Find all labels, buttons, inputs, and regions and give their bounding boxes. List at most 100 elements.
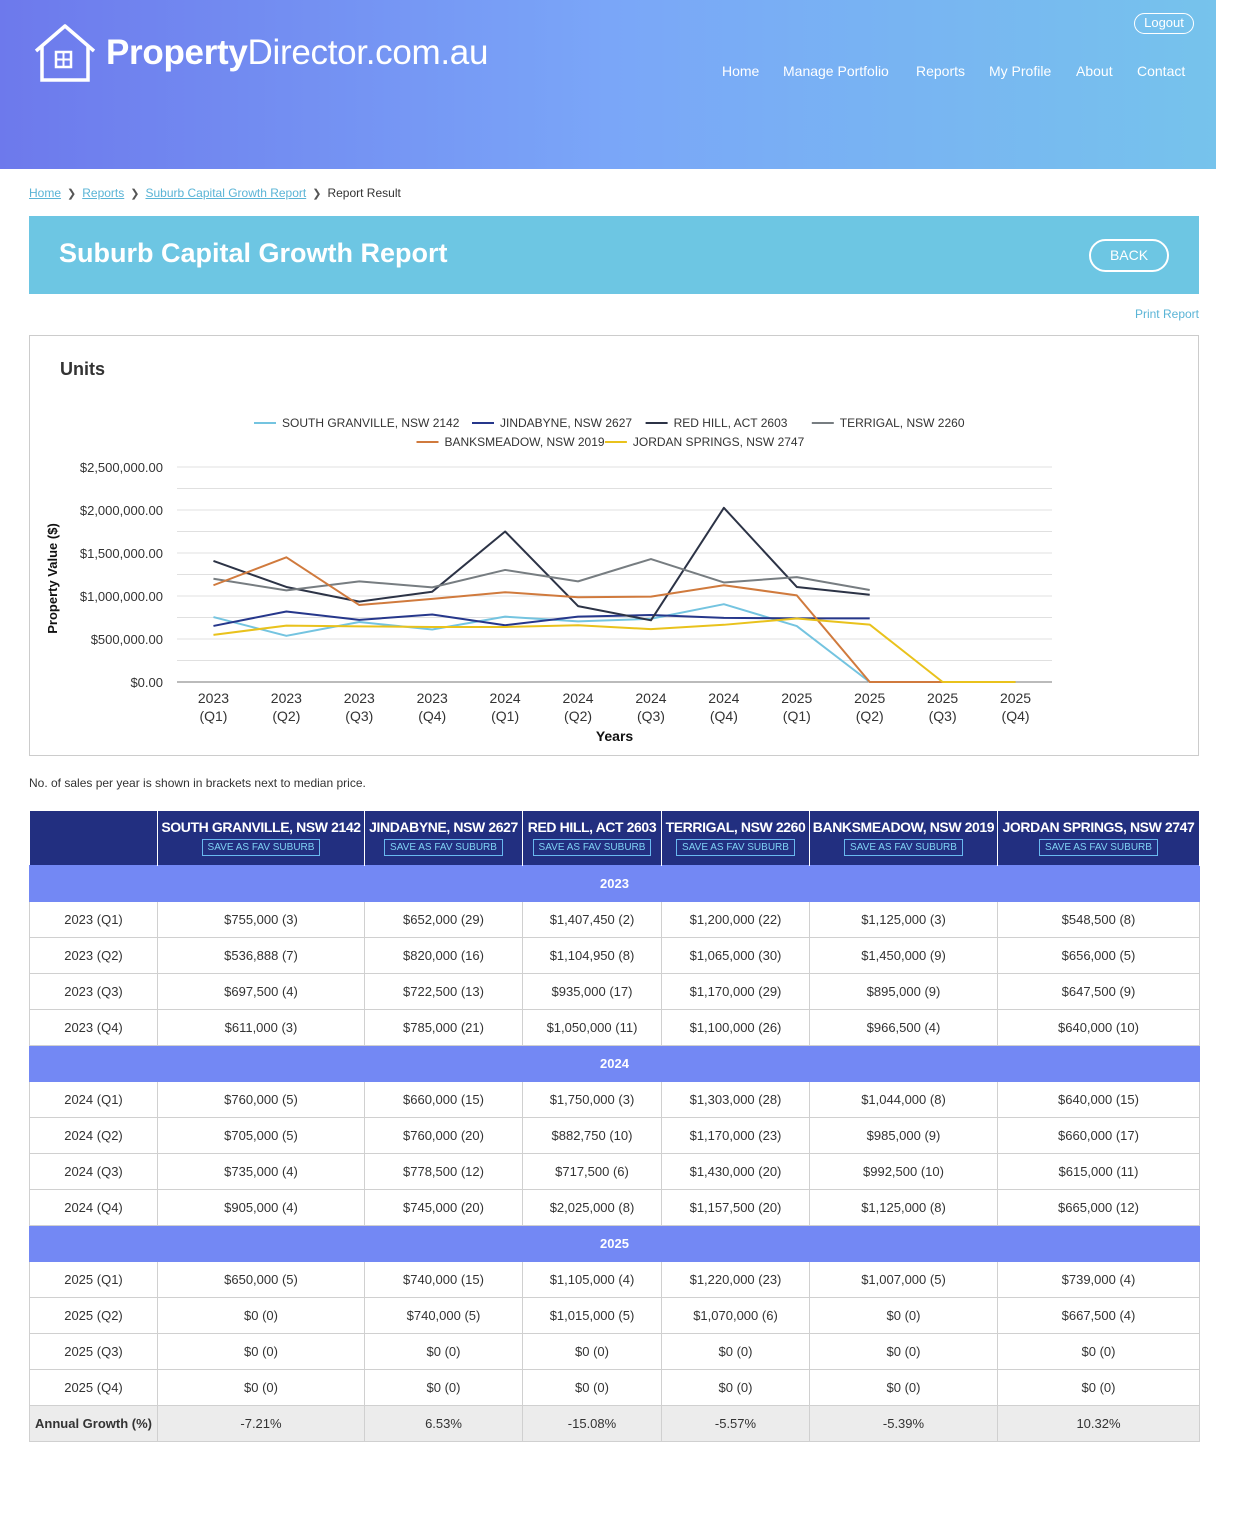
median-price-cell: $1,125,000 (3) — [809, 900, 998, 938]
column-header: JORDAN SPRINGS, NSW 2747 SAVE AS FAV SUBU… — [997, 811, 1200, 865]
median-price-cell: $647,500 (9) — [997, 972, 1200, 1010]
median-price-cell: $1,170,000 (23) — [661, 1116, 810, 1154]
back-button[interactable]: BACK — [1089, 239, 1169, 272]
house-logo-icon — [34, 24, 96, 82]
quarter-label: 2023 (Q4) — [29, 1008, 158, 1046]
table-row: 2025 (Q3) $0 (0) $0 (0) $0 (0) $0 (0) $0 (0) $… — [29, 1332, 1200, 1370]
column-header: BANKSMEADOW, NSW 2019 SAVE AS FAV SUBURB — [809, 811, 998, 865]
y-axis-title: Property Value ($) — [45, 523, 60, 634]
table-row: 2025 (Q1) $650,000 (5) $740,000 (15) $1,105… — [29, 1260, 1200, 1298]
median-price-cell: $705,000 (5) — [157, 1116, 365, 1154]
save-fav-suburb-button[interactable]: SAVE AS FAV SUBURB — [201, 839, 321, 857]
suburb-name: SOUTH GRANVILLE, NSW 2142 — [161, 819, 361, 836]
breadcrumb-reports[interactable]: Reports — [82, 186, 125, 200]
legend-item: SOUTH GRANVILLE, NSW 2142 — [282, 416, 460, 430]
median-price-cell: $882,750 (10) — [522, 1116, 662, 1154]
median-price-cell: $0 (0) — [364, 1332, 523, 1370]
nav-about[interactable]: About — [1076, 63, 1113, 79]
logout-button[interactable]: Logout — [1134, 13, 1194, 34]
chart-title: Units — [60, 359, 105, 379]
annual-growth-cell: -15.08% — [522, 1404, 662, 1442]
median-price-cell: $640,000 (15) — [997, 1080, 1200, 1118]
x-tick-label: (Q4) — [710, 708, 738, 724]
page-title: Suburb Capital Growth Report — [59, 238, 448, 268]
median-price-cell: $739,000 (4) — [997, 1260, 1200, 1298]
column-header: RED HILL, ACT 2603 SAVE AS FAV SUBURB — [522, 811, 662, 865]
chevron-right-icon: ❯ — [130, 187, 140, 200]
nav-manage-portfolio[interactable]: Manage Portfolio — [783, 63, 889, 79]
median-price-cell: $966,500 (4) — [809, 1008, 998, 1046]
annual-growth-cell: -5.39% — [809, 1404, 998, 1442]
median-price-cell: $667,500 (4) — [997, 1296, 1200, 1334]
median-price-cell: $992,500 (10) — [809, 1152, 998, 1190]
x-tick-label: (Q3) — [637, 708, 665, 724]
suburb-name: TERRIGAL, NSW 2260 — [665, 819, 806, 836]
nav-home[interactable]: Home — [722, 63, 760, 79]
median-price-cell: $1,200,000 (22) — [661, 900, 810, 938]
quarter-label: 2024 (Q4) — [29, 1188, 158, 1226]
median-price-cell: $1,170,000 (29) — [661, 972, 810, 1010]
x-tick-label: 2024 — [562, 690, 593, 706]
median-price-cell: $820,000 (16) — [364, 936, 523, 974]
save-fav-suburb-button[interactable]: SAVE AS FAV SUBURB — [844, 839, 963, 857]
x-tick-label: (Q3) — [345, 708, 373, 724]
legend-item: RED HILL, ACT 2603 — [674, 416, 788, 430]
table-row: 2023 (Q1) $755,000 (3) $652,000 (29) $1,407… — [29, 900, 1200, 938]
table-row: 2024 (Q4) $905,000 (4) $745,000 (20) $2,025… — [29, 1188, 1200, 1226]
legend-item: BANKSMEADOW, NSW 2019 — [445, 435, 605, 449]
median-price-cell: $660,000 (17) — [997, 1116, 1200, 1154]
breadcrumb-report[interactable]: Suburb Capital Growth Report — [145, 186, 307, 200]
table-row: 2023 (Q4) $611,000 (3) $785,000 (21) $1,050… — [29, 1008, 1200, 1046]
table-row: 2023 (Q2) $536,888 (7) $820,000 (16) $1,104… — [29, 936, 1200, 974]
median-price-cell: $1,407,450 (2) — [522, 900, 662, 938]
median-price-cell: $735,000 (4) — [157, 1152, 365, 1190]
print-report-link[interactable]: Print Report — [1134, 307, 1199, 321]
median-price-cell: $1,104,950 (8) — [522, 936, 662, 974]
site-logo[interactable]: PropertyDirector.com.au — [32, 22, 488, 84]
y-tick-label: $0.00 — [130, 675, 163, 690]
x-tick-label: 2024 — [708, 690, 739, 706]
suburb-name: RED HILL, ACT 2603 — [527, 819, 657, 836]
median-price-cell: $717,500 (6) — [522, 1152, 662, 1190]
quarter-label: 2025 (Q4) — [29, 1368, 158, 1406]
x-tick-label: 2023 — [198, 690, 229, 706]
save-fav-suburb-button[interactable]: SAVE AS FAV SUBURB — [676, 839, 795, 857]
nav-my-profile[interactable]: My Profile — [989, 63, 1052, 79]
quarter-label: 2023 (Q3) — [29, 972, 158, 1010]
save-fav-suburb-button[interactable]: SAVE AS FAV SUBURB — [1039, 839, 1158, 857]
median-price-cell: $548,500 (8) — [997, 900, 1200, 938]
median-price-cell: $650,000 (5) — [157, 1260, 365, 1298]
series-line — [213, 610, 870, 627]
y-tick-label: $2,500,000.00 — [80, 460, 163, 475]
nav-reports[interactable]: Reports — [916, 63, 966, 79]
median-price-cell: $0 (0) — [157, 1332, 365, 1370]
breadcrumb-current: Report Result — [327, 186, 401, 200]
median-price-cell: $665,000 (12) — [997, 1188, 1200, 1226]
median-price-cell: $0 (0) — [522, 1332, 662, 1370]
x-tick-label: (Q2) — [272, 708, 300, 724]
annual-growth-cell: 6.53% — [364, 1404, 523, 1442]
x-tick-label: 2023 — [417, 690, 448, 706]
y-tick-label: $2,000,000.00 — [80, 503, 163, 518]
annual-growth-row: Annual Growth (%) -7.21% 6.53% -15.08% -5.57… — [29, 1404, 1200, 1442]
x-tick-label: (Q2) — [856, 708, 884, 724]
median-price-cell: $1,430,000 (20) — [661, 1152, 810, 1190]
nav-contact[interactable]: Contact — [1137, 63, 1186, 79]
column-header: JINDABYNE, NSW 2627 SAVE AS FAV SUBURB — [364, 811, 523, 865]
median-price-cell: $0 (0) — [661, 1332, 810, 1370]
quarter-label: 2024 (Q1) — [29, 1080, 158, 1118]
median-price-cell: $985,000 (9) — [809, 1116, 998, 1154]
annual-growth-label: Annual Growth (%) — [29, 1404, 158, 1442]
median-price-cell: $935,000 (17) — [522, 972, 662, 1010]
median-price-cell: $0 (0) — [809, 1368, 998, 1406]
growth-table: SOUTH GRANVILLE, NSW 2142 SAVE AS FAV SUB… — [29, 811, 1200, 1442]
site-header: PropertyDirector.com.au Logout Home Mana… — [0, 0, 1216, 169]
breadcrumb-home[interactable]: Home — [29, 186, 62, 200]
quarter-label: 2025 (Q3) — [29, 1332, 158, 1370]
quarter-label: 2023 (Q1) — [29, 900, 158, 938]
median-price-cell: $0 (0) — [364, 1368, 523, 1406]
median-price-cell: $740,000 (5) — [364, 1296, 523, 1334]
save-fav-suburb-button[interactable]: SAVE AS FAV SUBURB — [384, 839, 503, 857]
save-fav-suburb-button[interactable]: SAVE AS FAV SUBURB — [532, 839, 652, 857]
median-price-cell: $640,000 (10) — [997, 1008, 1200, 1046]
